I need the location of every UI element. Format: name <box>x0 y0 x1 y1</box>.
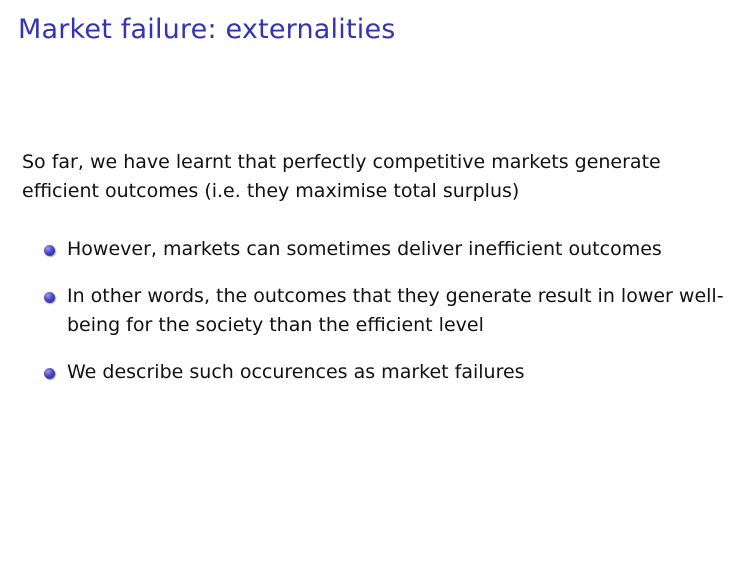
bullet-icon <box>44 292 55 303</box>
bullet-text: We describe such occurences as market fa… <box>67 361 525 383</box>
bullet-text: In other words, the outcomes that they g… <box>67 285 724 336</box>
bullet-icon <box>44 368 55 379</box>
bullet-item: However, markets can sometimes deliver i… <box>44 235 749 264</box>
intro-paragraph: So far, we have learnt that perfectly co… <box>22 151 661 202</box>
bullet-text: However, markets can sometimes deliver i… <box>67 238 662 260</box>
slide-title: Market failure: externalities <box>18 14 396 45</box>
bullet-item: We describe such occurences as market fa… <box>44 358 749 387</box>
bullet-icon <box>44 245 55 256</box>
bullet-item: In other words, the outcomes that they g… <box>44 282 749 340</box>
bullet-list: However, markets can sometimes deliver i… <box>44 235 749 387</box>
